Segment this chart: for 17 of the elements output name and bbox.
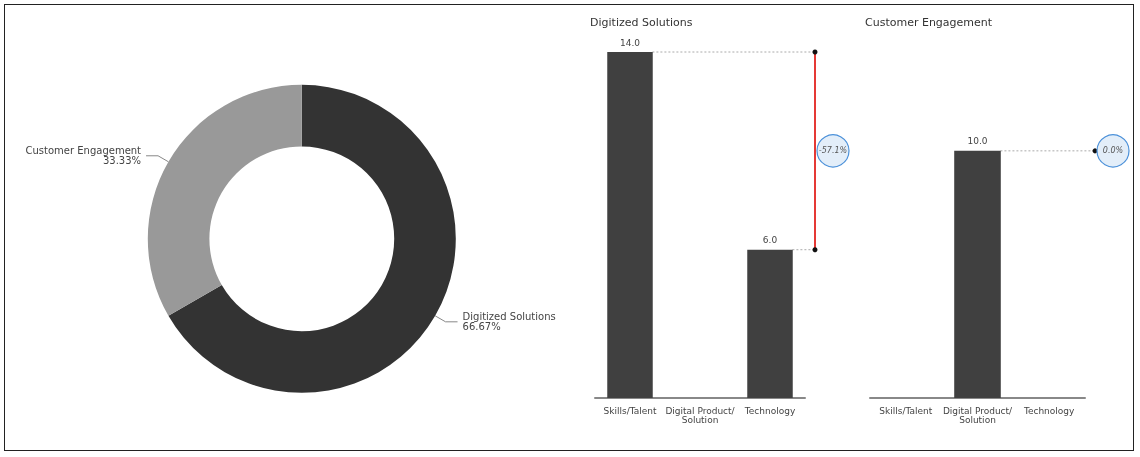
slice-label: Customer Engagement <box>25 145 142 157</box>
text: 0.0% <box>1102 146 1124 156</box>
x-tick-label: Technology <box>743 405 796 416</box>
data-label: 6.0 <box>762 235 778 246</box>
x-tick-label: Skills/Talent <box>603 405 657 416</box>
text: -57.1% <box>818 146 848 156</box>
x-tick-label: Digital Product/Solution <box>665 405 736 425</box>
data-label: 10.0 <box>967 136 988 147</box>
data-label: 14.0 <box>619 37 641 48</box>
chart-title: Digitized Solutions <box>590 16 693 29</box>
slice-label: Digitized Solutions <box>462 311 556 323</box>
x-tick-label: Skills/Talent <box>879 405 933 416</box>
data-label: 33.33% <box>102 155 142 167</box>
chart-title: Customer Engagement <box>865 16 993 29</box>
x-tick-label: Technology <box>1022 405 1076 416</box>
data-label: 66.67% <box>462 321 501 333</box>
x-tick-label: Digital Product/Solution <box>942 405 1014 425</box>
